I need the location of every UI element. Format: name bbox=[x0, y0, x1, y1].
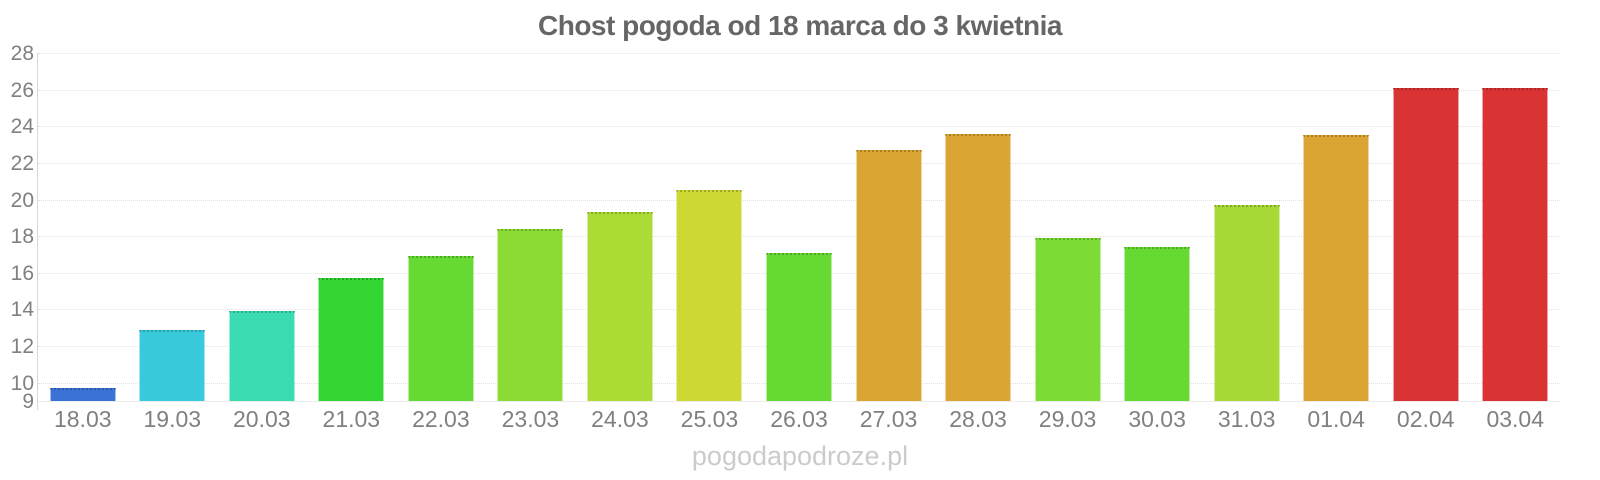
y-tick-label-20: 20 bbox=[10, 188, 34, 212]
bar-24.03[interactable] bbox=[586, 212, 653, 401]
bar-30.03[interactable] bbox=[1124, 247, 1191, 401]
x-tick-label-02.04: 02.04 bbox=[1396, 406, 1455, 432]
plot-area bbox=[38, 53, 1560, 402]
x-tick-label-22.03: 22.03 bbox=[412, 406, 470, 432]
watermark-text: pogodapodroze.pl bbox=[691, 441, 909, 471]
chart-title: Chost pogoda od 18 marca do 3 kwietnia bbox=[538, 10, 1063, 41]
bar-01.04[interactable] bbox=[1303, 135, 1370, 401]
gridline-y-28 bbox=[38, 53, 1560, 54]
x-tick-label-29.03: 29.03 bbox=[1038, 406, 1097, 432]
gridline-y-24 bbox=[38, 126, 1560, 128]
bar-31.03[interactable] bbox=[1213, 205, 1280, 401]
x-tick-label-26.03: 26.03 bbox=[770, 406, 828, 432]
x-tick-label-31.03: 31.03 bbox=[1217, 406, 1276, 432]
y-tick-label-14: 14 bbox=[10, 298, 34, 322]
bar-23.03[interactable] bbox=[497, 228, 564, 401]
y-tick-label-18: 18 bbox=[10, 225, 34, 249]
gridline-y-18 bbox=[38, 236, 1560, 238]
x-tick-label-25.03: 25.03 bbox=[680, 406, 739, 432]
gridline-y-26 bbox=[38, 89, 1560, 91]
x-tick-label-20.03: 20.03 bbox=[233, 406, 291, 432]
y-tick-label-28: 28 bbox=[10, 42, 34, 65]
y-tick-label-12: 12 bbox=[10, 335, 34, 359]
bar-27.03[interactable] bbox=[855, 150, 922, 401]
bar-21.03[interactable] bbox=[318, 278, 385, 401]
gridline-y-22 bbox=[38, 162, 1560, 164]
x-tick-label-03.04: 03.04 bbox=[1486, 406, 1544, 432]
x-tick-label-01.04: 01.04 bbox=[1307, 406, 1365, 432]
x-tick-label-19.03: 19.03 bbox=[143, 406, 202, 432]
bar-19.03[interactable] bbox=[139, 329, 206, 401]
y-tick-label-26: 26 bbox=[10, 78, 34, 102]
y-tick-label-22: 22 bbox=[10, 151, 34, 175]
bar-03.04[interactable] bbox=[1482, 87, 1549, 401]
y-tick-label-16: 16 bbox=[10, 261, 34, 285]
x-tick-label-21.03: 21.03 bbox=[322, 406, 381, 432]
x-tick-label-24.03: 24.03 bbox=[591, 406, 649, 432]
y-tick-label-24: 24 bbox=[10, 115, 34, 139]
bar-20.03[interactable] bbox=[228, 311, 295, 401]
y-axis-line bbox=[37, 53, 38, 410]
bar-28.03[interactable] bbox=[945, 133, 1012, 401]
bar-26.03[interactable] bbox=[766, 252, 832, 401]
bar-25.03[interactable] bbox=[676, 190, 743, 401]
bar-02.04[interactable] bbox=[1392, 87, 1459, 401]
bar-18.03[interactable] bbox=[49, 388, 116, 401]
bar-22.03[interactable] bbox=[407, 256, 474, 401]
bar-29.03[interactable] bbox=[1034, 238, 1101, 401]
x-tick-label-28.03: 28.03 bbox=[949, 406, 1007, 432]
gridline-y-9 bbox=[38, 401, 1560, 402]
x-tick-label-23.03: 23.03 bbox=[501, 406, 560, 432]
x-tick-label-27.03: 27.03 bbox=[859, 406, 918, 432]
x-tick-label-18.03: 18.03 bbox=[53, 406, 112, 432]
y-tick-label-9: 9 bbox=[22, 390, 34, 413]
y-tick-label-10: 10 bbox=[10, 371, 34, 395]
gridline-y-20 bbox=[38, 199, 1560, 201]
x-tick-label-30.03: 30.03 bbox=[1128, 406, 1186, 432]
